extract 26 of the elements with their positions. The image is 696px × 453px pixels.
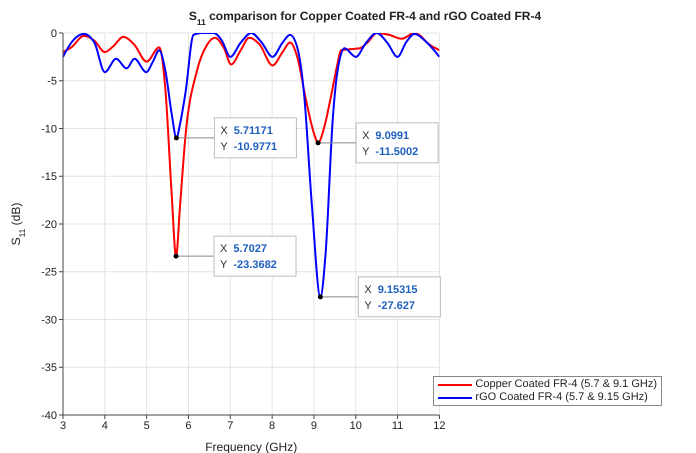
x-tick-label: 5 [144, 420, 150, 432]
x-tick-label: 12 [433, 420, 446, 432]
legend-label: Copper Coated FR-4 (5.7 & 9.1 GHz) [475, 378, 657, 391]
annotation: X 9.0991 Y -11.5002 [362, 130, 418, 158]
annotation: X 5.71171 Y -10.9771 [220, 124, 278, 153]
y-tick-label: -10 [41, 123, 57, 136]
y-tick-label: -35 [41, 362, 57, 374]
y-tick-label: -20 [41, 218, 57, 231]
x-tick-label: 11 [392, 420, 404, 432]
y-tick-label: -30 [41, 314, 57, 326]
x-tick-label: 4 [102, 420, 108, 432]
annotation: X 9.15315 Y -27.627 [364, 284, 418, 312]
y-tick-label: -25 [41, 266, 57, 279]
x-tick-label: 3 [60, 420, 66, 432]
x-tick-label: 7 [227, 420, 234, 432]
x-tick-label: 9 [310, 420, 318, 432]
legend-label: rGO Coated FR-4 (5.7 & 9.15 GHz) [475, 391, 648, 404]
x-tick-label: 10 [350, 420, 362, 432]
x-tick-label: 6 [185, 420, 192, 432]
x-tick-label: 8 [269, 420, 276, 432]
y-tick-label: -5 [47, 76, 57, 88]
y-tick-label: -15 [41, 171, 57, 184]
y-tick-label: -40 [41, 410, 57, 422]
y-tick-label: 0 [50, 28, 57, 40]
annotation: X 5.7027 Y -23.3682 [220, 243, 277, 272]
chart-title: S$_{11}$ comparison for Copper Coated FR-4 and rGO Coated FR-4 [188, 9, 542, 27]
